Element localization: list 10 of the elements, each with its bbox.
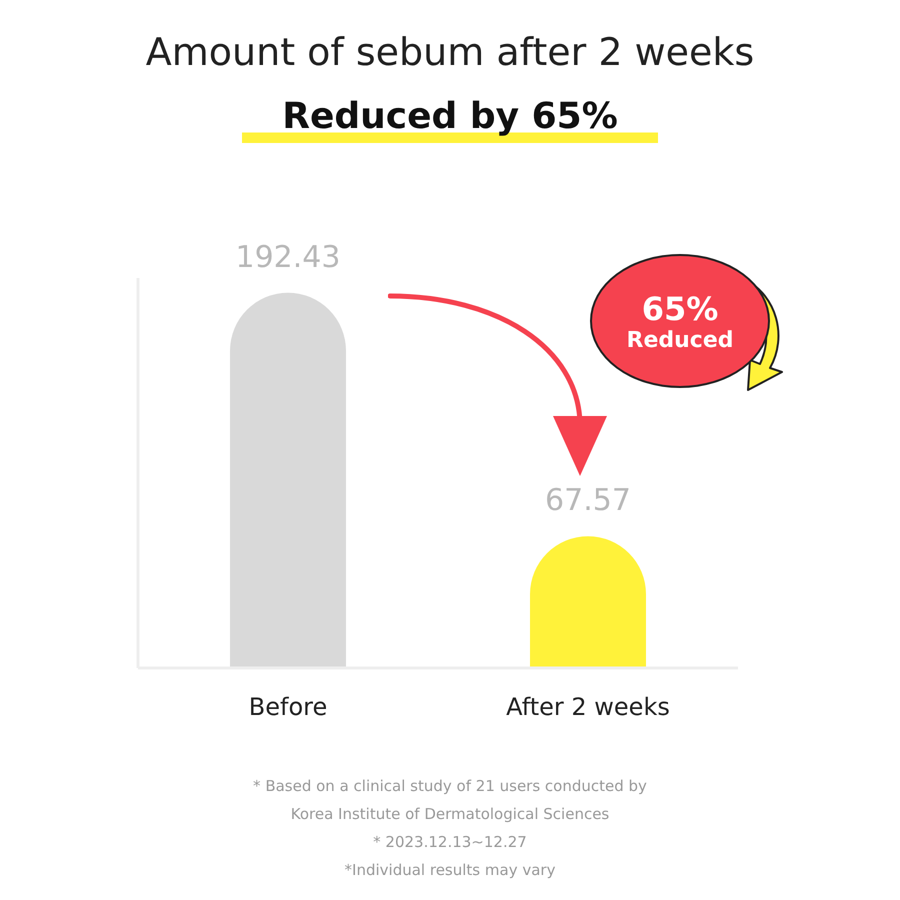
x-tick-label: After 2 weeks [506,693,670,722]
data-label: 67.57 [545,483,631,518]
x-tick-label: Before [248,693,328,722]
text: * Based on a clinical study of 21 users conducted by Korea Institute of Dermatological Sciences [252,776,648,825]
text: * 2023.12.13~12.27 [372,832,528,853]
chart-subtitle: Reduced by 65% [242,96,658,143]
chart-title: Amount of sebum after 2 weeks [144,30,756,74]
data-label: 192.43 [236,240,340,275]
text: *Individual results may vary [344,860,556,881]
annotation: 65% Reduced [626,290,734,352]
